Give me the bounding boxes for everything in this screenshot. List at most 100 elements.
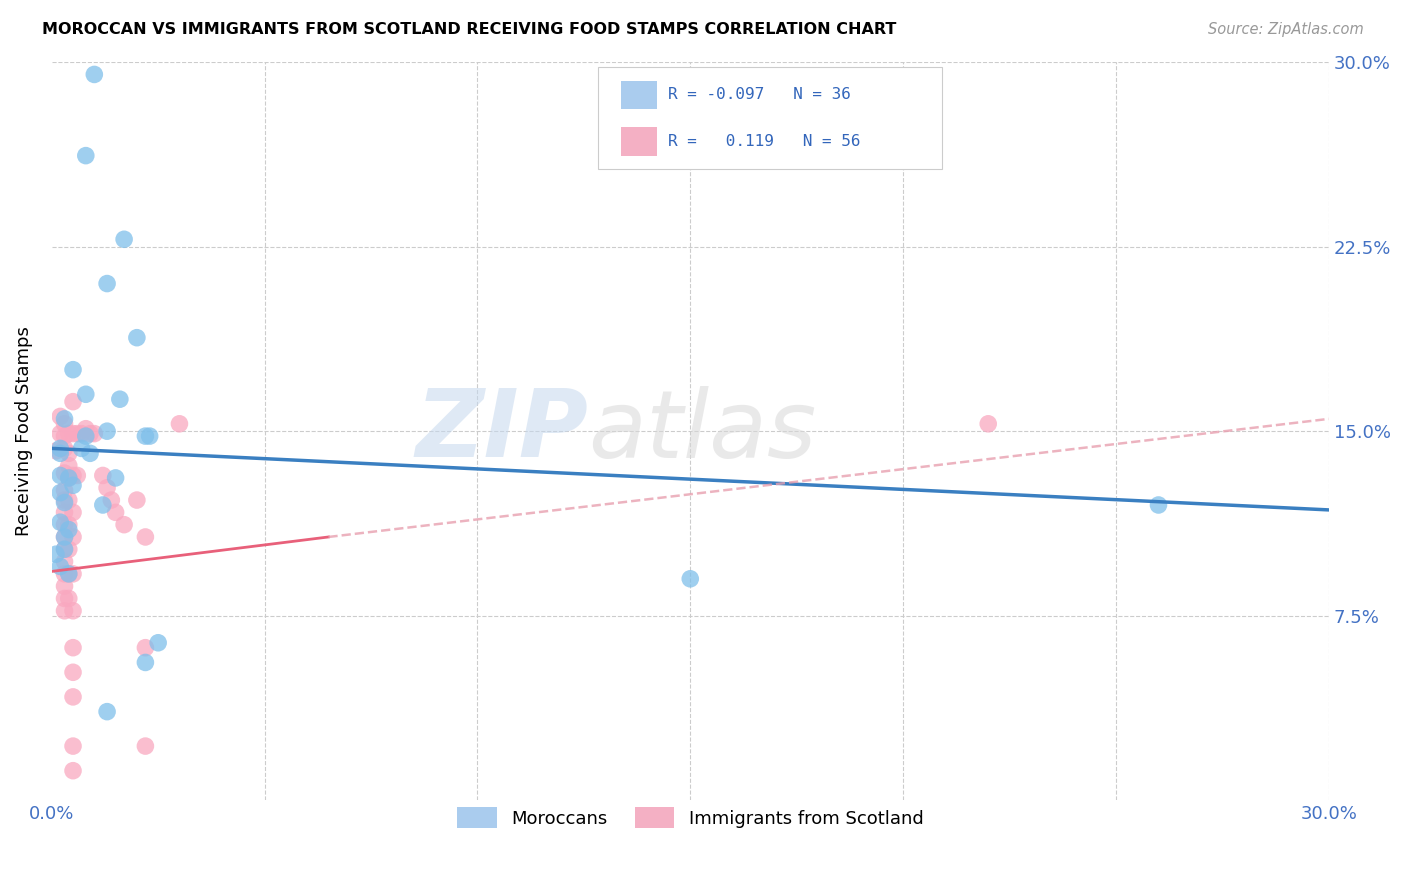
Point bbox=[134, 640, 156, 655]
Point bbox=[49, 446, 72, 460]
Point bbox=[96, 424, 118, 438]
Point bbox=[146, 636, 169, 650]
Point bbox=[58, 591, 80, 606]
Point bbox=[134, 530, 156, 544]
Point bbox=[108, 392, 131, 407]
Point bbox=[58, 566, 80, 581]
Point bbox=[53, 495, 76, 509]
Point bbox=[62, 604, 84, 618]
Point bbox=[79, 446, 101, 460]
Point bbox=[53, 483, 76, 498]
Point bbox=[83, 426, 105, 441]
Point bbox=[66, 468, 89, 483]
Point bbox=[75, 429, 97, 443]
Text: MOROCCAN VS IMMIGRANTS FROM SCOTLAND RECEIVING FOOD STAMPS CORRELATION CHART: MOROCCAN VS IMMIGRANTS FROM SCOTLAND REC… bbox=[42, 22, 897, 37]
Point bbox=[49, 409, 72, 424]
Point bbox=[53, 604, 76, 618]
Point bbox=[1147, 498, 1170, 512]
Point bbox=[49, 442, 72, 456]
Point bbox=[53, 493, 76, 508]
Point bbox=[53, 412, 76, 426]
Point bbox=[134, 739, 156, 753]
Point bbox=[169, 417, 191, 431]
Point bbox=[83, 67, 105, 81]
Point bbox=[62, 362, 84, 376]
Point bbox=[49, 515, 72, 529]
Point bbox=[62, 566, 84, 581]
Point bbox=[79, 426, 101, 441]
Point bbox=[53, 517, 76, 532]
Point bbox=[49, 468, 72, 483]
Point bbox=[58, 471, 80, 485]
Point bbox=[58, 446, 80, 460]
Point bbox=[977, 417, 1000, 431]
Point bbox=[134, 656, 156, 670]
Point bbox=[53, 429, 76, 443]
Point bbox=[70, 442, 93, 456]
Point bbox=[53, 466, 76, 480]
Point bbox=[53, 530, 76, 544]
Point bbox=[53, 505, 76, 519]
Point bbox=[138, 429, 160, 443]
Point bbox=[62, 394, 84, 409]
Point bbox=[96, 277, 118, 291]
Point bbox=[58, 426, 80, 441]
Point bbox=[53, 542, 76, 557]
Point bbox=[58, 566, 80, 581]
Point bbox=[62, 739, 84, 753]
Point bbox=[62, 640, 84, 655]
Point bbox=[53, 591, 76, 606]
Point bbox=[49, 559, 72, 574]
Point bbox=[58, 523, 80, 537]
Point bbox=[53, 566, 76, 581]
Text: Source: ZipAtlas.com: Source: ZipAtlas.com bbox=[1208, 22, 1364, 37]
Point bbox=[679, 572, 702, 586]
Point bbox=[91, 468, 114, 483]
Point bbox=[45, 547, 67, 561]
Point bbox=[112, 232, 135, 246]
Point bbox=[49, 485, 72, 500]
Point bbox=[75, 148, 97, 162]
Point bbox=[104, 505, 127, 519]
Point bbox=[58, 493, 80, 508]
Point bbox=[96, 705, 118, 719]
Point bbox=[104, 471, 127, 485]
Point bbox=[53, 417, 76, 431]
Point bbox=[53, 442, 76, 456]
Point bbox=[62, 665, 84, 680]
Point bbox=[62, 690, 84, 704]
Text: R = -0.097   N = 36: R = -0.097 N = 36 bbox=[668, 87, 851, 103]
Y-axis label: Receiving Food Stamps: Receiving Food Stamps bbox=[15, 326, 32, 536]
Point bbox=[58, 458, 80, 473]
Point bbox=[62, 764, 84, 778]
Legend: Moroccans, Immigrants from Scotland: Moroccans, Immigrants from Scotland bbox=[450, 800, 931, 836]
Point bbox=[62, 468, 84, 483]
Point bbox=[49, 426, 72, 441]
Point bbox=[100, 493, 122, 508]
Text: atlas: atlas bbox=[588, 385, 817, 476]
Point bbox=[58, 517, 80, 532]
Point bbox=[70, 426, 93, 441]
Point bbox=[91, 498, 114, 512]
Point bbox=[62, 505, 84, 519]
Point bbox=[112, 517, 135, 532]
Text: R =   0.119   N = 56: R = 0.119 N = 56 bbox=[668, 134, 860, 149]
Point bbox=[53, 530, 76, 544]
Point bbox=[75, 422, 97, 436]
Point bbox=[45, 443, 67, 458]
Point bbox=[58, 542, 80, 557]
Point bbox=[62, 530, 84, 544]
Text: ZIP: ZIP bbox=[415, 385, 588, 477]
Point bbox=[53, 542, 76, 557]
Point bbox=[125, 331, 148, 345]
Point bbox=[53, 555, 76, 569]
Point bbox=[125, 493, 148, 508]
Point bbox=[75, 387, 97, 401]
Point bbox=[134, 429, 156, 443]
Point bbox=[62, 426, 84, 441]
Point bbox=[58, 471, 80, 485]
Point bbox=[66, 426, 89, 441]
Point bbox=[53, 579, 76, 593]
Point bbox=[62, 478, 84, 492]
Point bbox=[96, 481, 118, 495]
